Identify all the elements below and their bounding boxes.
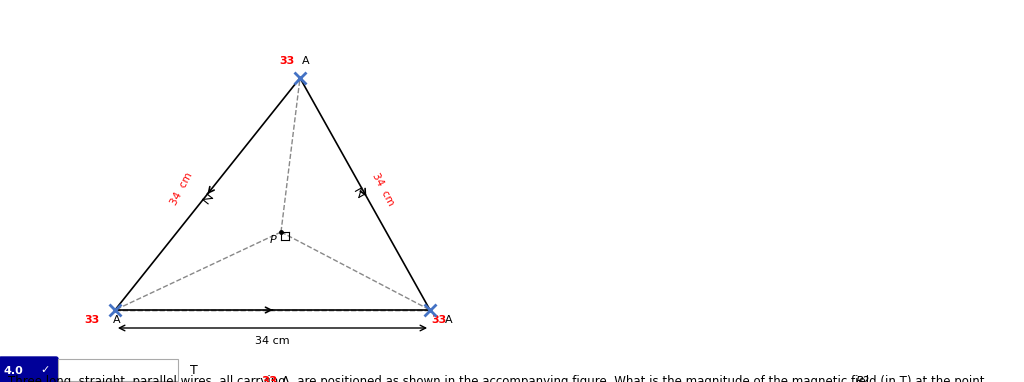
Text: ?: ?: [862, 375, 868, 382]
Text: P: P: [856, 375, 863, 382]
Text: 33: 33: [280, 56, 295, 66]
Text: ✓: ✓: [40, 366, 50, 376]
Text: A: A: [113, 315, 121, 325]
Text: 34  cm: 34 cm: [169, 171, 195, 207]
Text: 34 cm: 34 cm: [255, 336, 290, 346]
FancyBboxPatch shape: [0, 357, 58, 382]
Text: P: P: [269, 235, 276, 245]
Text: 34  cm: 34 cm: [371, 171, 396, 207]
Text: A: A: [302, 56, 309, 66]
Bar: [58, 359, 178, 381]
Text: A, are positioned as shown in the accompanying figure. What is the magnitude of : A, are positioned as shown in the accomp…: [278, 375, 988, 382]
Text: 33: 33: [261, 375, 278, 382]
Text: A: A: [445, 315, 453, 325]
Text: 33: 33: [431, 315, 446, 325]
Text: 4.0: 4.0: [3, 366, 23, 376]
Text: 33: 33: [85, 315, 100, 325]
Text: T: T: [190, 364, 198, 377]
Text: Three long, straight, parallel wires, all carrying: Three long, straight, parallel wires, al…: [8, 375, 290, 382]
